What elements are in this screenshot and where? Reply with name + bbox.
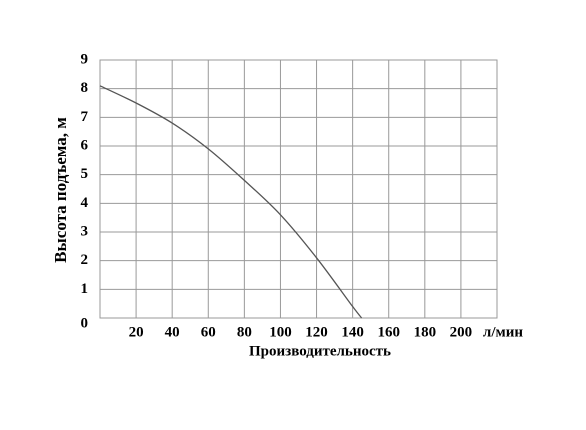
y-tick-label: 3: [81, 223, 89, 239]
x-tick-label: 140: [341, 324, 364, 340]
x-tick-label: 200: [450, 324, 473, 340]
x-axis-label: Производительность: [249, 343, 391, 359]
x-tick-label: 160: [377, 324, 400, 340]
y-tick-label: 7: [81, 109, 89, 125]
x-tick-label: 120: [305, 324, 328, 340]
x-tick-label: 100: [269, 324, 292, 340]
y-tick-label: 2: [81, 252, 89, 268]
curve: [99, 85, 363, 319]
y-tick-label: 9: [81, 51, 89, 67]
y-tick-label: 1: [81, 281, 89, 297]
y-axis-label: Высота подъема, м: [51, 117, 70, 263]
x-tick-label: 180: [414, 324, 437, 340]
y-tick-label: 5: [81, 166, 89, 182]
y-tick-label: 4: [81, 195, 89, 211]
y-tick-label: 6: [81, 137, 89, 153]
plot-frame: [99, 59, 498, 319]
x-tick-label: 60: [201, 324, 216, 340]
x-tick-label: 20: [129, 324, 144, 340]
y-tick-label: 8: [81, 80, 89, 96]
y-tick-label: 0: [81, 315, 89, 331]
x-tick-label: 40: [165, 324, 180, 340]
x-unit-label: л/мин: [483, 324, 523, 340]
x-tick-label: 80: [237, 324, 252, 340]
